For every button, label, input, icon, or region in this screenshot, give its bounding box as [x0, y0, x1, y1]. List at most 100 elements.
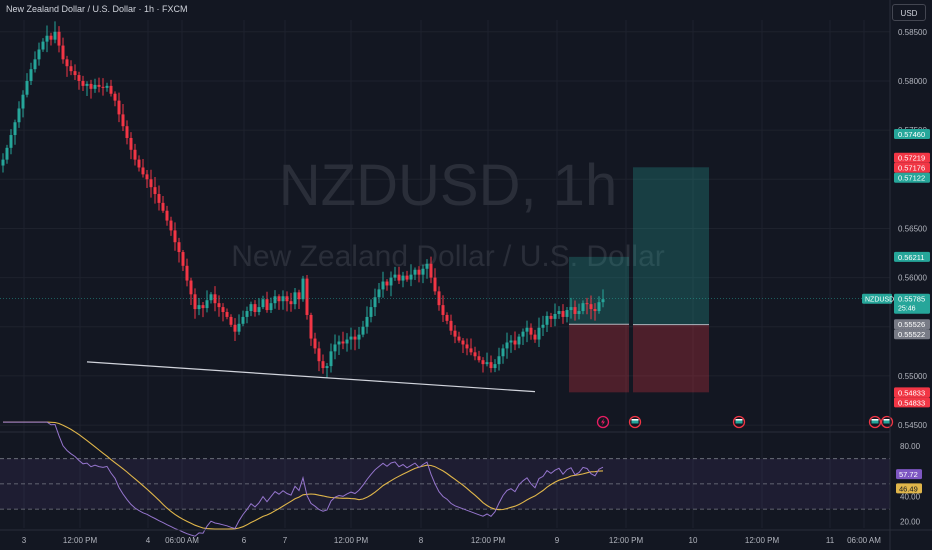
candle-down	[113, 93, 117, 101]
candle-down	[297, 292, 301, 300]
price-label: 0.54833	[894, 387, 930, 398]
candle-up	[401, 275, 405, 281]
candle-down	[137, 159, 141, 168]
price-tick-label: 0.58000	[898, 77, 927, 86]
candle-down	[481, 360, 485, 365]
candle-up	[337, 341, 341, 345]
candle-down	[253, 304, 257, 313]
candle-up	[369, 307, 373, 317]
event-markers[interactable]	[596, 415, 894, 429]
flag-icon[interactable]	[628, 415, 642, 429]
rsi-tick-label: 20.00	[900, 518, 921, 527]
time-tick-label: 9	[555, 536, 560, 545]
symbol-title[interactable]: New Zealand Dollar / U.S. Dollar · 1h · …	[6, 4, 188, 14]
candle-down	[321, 361, 325, 369]
candle-up	[597, 302, 601, 312]
candle-up	[413, 269, 417, 275]
price-label: 0.55522	[894, 329, 930, 340]
candle-down	[229, 316, 233, 325]
candle-up	[269, 303, 273, 311]
candle-up	[565, 310, 569, 317]
candle-up	[197, 305, 201, 310]
rsi-pane	[0, 421, 890, 537]
candle-down	[149, 179, 153, 188]
candle-up	[377, 289, 381, 298]
candle-up	[33, 59, 37, 70]
candle-up	[333, 344, 337, 352]
flag-icon[interactable]	[732, 415, 746, 429]
candle-down	[101, 86, 105, 88]
candle-down	[417, 269, 421, 275]
candle-down	[561, 311, 565, 317]
svg-text:0.54833: 0.54833	[898, 388, 925, 397]
price-tick-label: 0.58500	[898, 28, 927, 37]
time-tick-label: 06:00 AM	[847, 536, 881, 545]
candle-up	[45, 35, 49, 42]
candle-up	[373, 297, 377, 308]
rsi-value-label: 57.72	[896, 469, 922, 480]
candle-down	[317, 348, 321, 362]
position-profit-zone[interactable]	[633, 167, 709, 325]
time-tick-label: 4	[146, 536, 151, 545]
candle-up	[41, 41, 45, 50]
candle-down	[433, 277, 437, 292]
candle-down	[193, 294, 197, 310]
candle-down	[177, 242, 181, 253]
candle-down	[189, 280, 193, 295]
candle-up	[13, 122, 17, 136]
time-tick-label: 7	[283, 536, 288, 545]
svg-text:0.57122: 0.57122	[898, 174, 925, 183]
support-trendline[interactable]	[86, 361, 536, 393]
candle-down	[473, 352, 477, 357]
candle-down	[477, 356, 481, 361]
candle-up	[257, 307, 261, 313]
position-profit-zone[interactable]	[569, 256, 629, 325]
candle-up	[105, 85, 109, 88]
price-label: 0.57122	[894, 172, 930, 183]
currency-button[interactable]: USD	[892, 4, 926, 21]
svg-text:0.55785: 0.55785	[898, 295, 925, 304]
candle-up	[37, 49, 41, 60]
trendline[interactable]	[86, 361, 536, 393]
candle-down	[81, 80, 85, 86]
candle-up	[21, 94, 25, 109]
price-axis[interactable]: 0.585000.580000.575000.570000.565000.560…	[889, 0, 927, 550]
svg-text:0.57460: 0.57460	[898, 130, 925, 139]
candle-up	[521, 331, 525, 337]
candle-down	[129, 137, 133, 150]
time-tick-label: 3	[22, 536, 27, 545]
time-tick-label: 12:00 PM	[63, 536, 98, 545]
candle-up	[485, 362, 489, 365]
candle-down	[453, 330, 457, 337]
candle-up	[569, 307, 573, 311]
candle-up	[493, 364, 497, 369]
price-label: 0.54833	[894, 397, 930, 408]
candle-down	[549, 315, 553, 319]
candle-up	[29, 69, 33, 81]
candle-down	[153, 187, 157, 195]
position-loss-zone[interactable]	[569, 324, 629, 393]
candle-down	[429, 263, 433, 278]
flag-icon[interactable]	[880, 415, 894, 429]
candle-down	[585, 303, 589, 305]
candle-up	[205, 300, 209, 309]
svg-text:0.54833: 0.54833	[898, 398, 925, 407]
svg-text:0.56211: 0.56211	[898, 253, 925, 262]
time-tick-label: 6	[242, 536, 247, 545]
candle-up	[557, 311, 561, 314]
candle-down	[449, 320, 453, 331]
candle-down	[289, 301, 293, 305]
flag-icon[interactable]	[868, 415, 882, 429]
time-axis[interactable]: 3 12:00 PM 4 06:00 AM 6 7 12:00 PM 8 12:00 PM 9 12…	[0, 529, 932, 545]
candle-down	[185, 265, 189, 281]
candle-up	[261, 299, 265, 308]
candle-up	[505, 342, 509, 349]
svg-text:NZDUSD: NZDUSD	[865, 297, 894, 304]
candle-down	[221, 307, 225, 313]
lightning-icon[interactable]	[596, 415, 610, 429]
position-loss-zone[interactable]	[633, 324, 709, 393]
candle-up	[501, 348, 505, 357]
candle-up	[509, 340, 513, 343]
candle-down	[145, 174, 149, 180]
